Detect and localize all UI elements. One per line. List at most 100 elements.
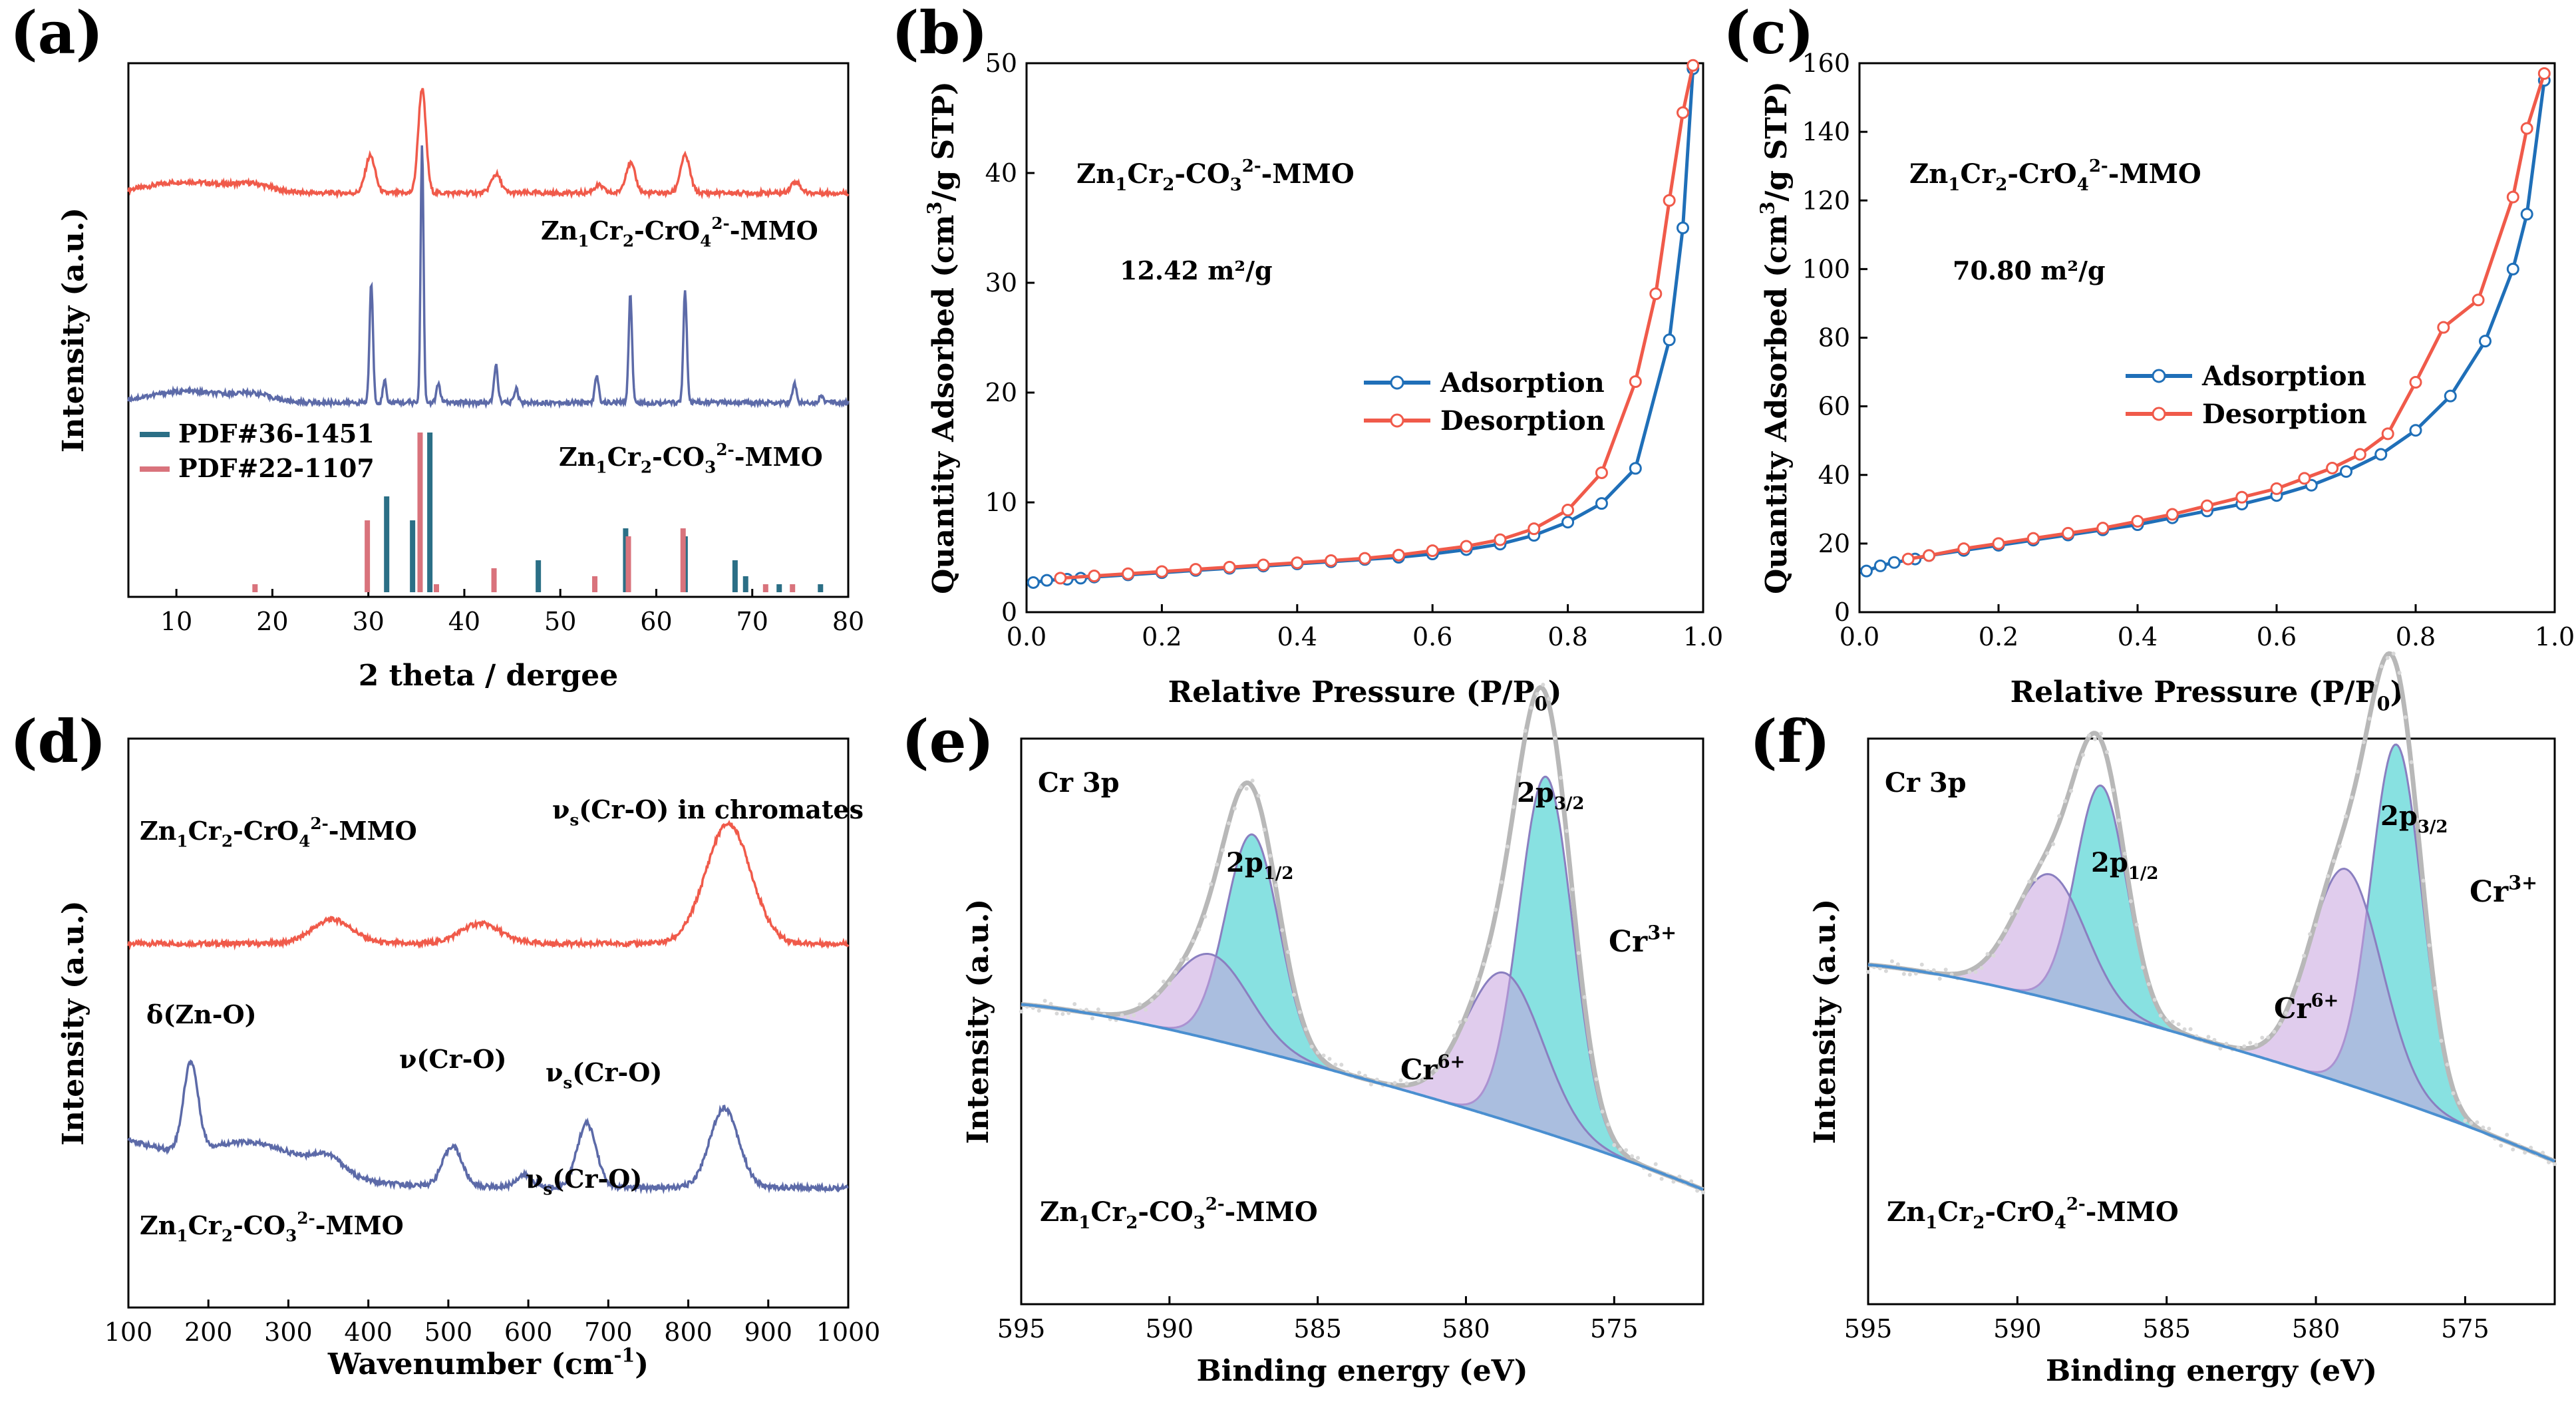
panel-e-raw-point: [1446, 1053, 1450, 1058]
panel-b-xtick-label: 0.2: [1142, 622, 1182, 651]
panel-f-background: [1867, 964, 2555, 1163]
panel-f-raw-point: [2033, 877, 2038, 882]
panel-e-raw-point: [1588, 1050, 1593, 1055]
panel-f-raw-point: [2069, 789, 2074, 793]
panel-f-label-cr6: Cr6+: [2274, 989, 2338, 1025]
panel-b-point: [1595, 497, 1608, 510]
panel-e-label-cr3: Cr3+: [1609, 922, 1677, 960]
panel-f-raw-point: [2206, 1035, 2211, 1039]
panel-e-raw-point: [1594, 1077, 1599, 1081]
panel-e-raw-point: [1416, 1078, 1421, 1083]
panel-c-xtick-label: 0.0: [1840, 622, 1879, 651]
panel-f-raw-point: [2397, 671, 2402, 675]
panel-f-raw-point: [2361, 740, 2366, 745]
panel-c-point: [2270, 482, 2283, 495]
panel-c-xtick-label: 0.6: [2257, 622, 2297, 651]
panel-f-raw-point: [2427, 943, 2432, 948]
panel-a-ref-2-line: [680, 528, 686, 592]
panel-e-raw-point: [1635, 1156, 1640, 1160]
panel-a-legend-label: PDF#36-1451: [178, 419, 375, 448]
panel-f-raw-point: [2236, 1045, 2241, 1050]
panel-a-ref-2-line: [252, 584, 258, 592]
panel-f-raw-point: [2445, 1062, 2450, 1067]
panel-e-raw-point: [1037, 1008, 1041, 1013]
panel-e-raw-point: [1043, 999, 1047, 1003]
panel-e-raw-point: [1292, 992, 1296, 997]
panel-a-ylabel: Intensity (a.u.): [57, 208, 90, 452]
panel-b-point: [1325, 554, 1338, 567]
panel-e-raw-point: [1309, 1044, 1314, 1049]
panel-e-raw-point: [1582, 995, 1587, 999]
panel-f-raw-point: [2433, 986, 2438, 991]
panel-d-label: (d): [10, 707, 106, 776]
panel-e-raw-point: [1357, 1071, 1362, 1075]
panel-e-raw-point: [1185, 957, 1190, 962]
panel-c-ytick-label: 0: [1834, 598, 1850, 627]
panel-f-raw-point: [1967, 969, 1972, 974]
panel-b-legend-label: Adsorption: [1440, 367, 1605, 399]
panel-f-raw-point: [2499, 1143, 2503, 1148]
panel-c-xtick-label: 0.4: [2118, 622, 2158, 651]
panel-f-raw-point: [2015, 909, 2020, 914]
panel-f-xtick-label: 580: [2292, 1314, 2340, 1343]
panel-f-xtick-label: 595: [1844, 1314, 1893, 1343]
panel-d-series-2-label: Zn1Cr2-CO32--MMO: [140, 1208, 404, 1246]
panel-f-raw-point: [2003, 928, 2008, 933]
panel-e-raw-point: [1226, 821, 1231, 826]
panel-a-ref-2-line: [417, 433, 423, 592]
panel-a-frame: [127, 62, 850, 598]
panel-f-raw-point: [1866, 969, 1870, 974]
panel-e-raw-point: [1404, 1081, 1409, 1086]
panel-e-raw-point: [1565, 828, 1569, 833]
panel-b-series-adsorption: [1033, 69, 1695, 584]
panel-f-label-2p32: 2p3/2: [2380, 800, 2448, 837]
panel-f-raw-point: [1931, 968, 1936, 973]
panel-f-raw-point: [2158, 1013, 2163, 1018]
panel-e-raw-point: [1494, 908, 1498, 912]
panel-f-raw-point: [2475, 1120, 2480, 1125]
panel-c-legend-label: Adsorption: [2201, 361, 2366, 392]
panel-a-xtick-label: 10: [160, 607, 192, 636]
panel-c-point: [2062, 526, 2074, 540]
panel-c-point: [2537, 67, 2551, 80]
panel-e-raw-point: [1576, 951, 1581, 956]
panel-f-xtick-label: 575: [2441, 1314, 2490, 1343]
panel-c-point: [1923, 549, 1935, 562]
panel-f-raw-point: [1895, 962, 1900, 967]
panel-c-point: [2472, 293, 2485, 307]
panel-e-raw-point: [1422, 1076, 1427, 1081]
panel-c-point: [2353, 448, 2366, 461]
panel-c-point: [2506, 262, 2519, 275]
panel-f-raw-point: [2439, 1039, 2444, 1043]
panel-b-point: [1676, 222, 1689, 234]
panel-e-raw-point: [1060, 1011, 1065, 1016]
panel-e-raw-point: [1624, 1148, 1629, 1152]
panel-e-raw-point: [1606, 1122, 1611, 1127]
panel-f-raw-point: [2331, 859, 2336, 864]
panel-e-raw-point: [1428, 1073, 1432, 1078]
panel-f-xtick-label: 585: [2142, 1314, 2191, 1343]
panel-e-raw-point: [1156, 991, 1160, 996]
panel-a-xtick-label: 70: [736, 607, 768, 636]
panel-f-raw-point: [2284, 1011, 2289, 1015]
panel-f-raw-point: [2021, 894, 2026, 899]
panel-a-xtick-label: 40: [448, 607, 480, 636]
panel-e-raw-point: [1191, 939, 1196, 944]
panel-e-raw-point: [1250, 779, 1255, 783]
panel-b-point: [1629, 462, 1642, 475]
panel-c-xtick-label: 0.8: [2396, 622, 2436, 651]
panel-c-legend-marker: [2152, 407, 2166, 421]
panel-b-surface-area: 12.42 m²/g: [1120, 256, 1273, 285]
panel-c-point: [1901, 552, 1915, 566]
panel-d-xtick-label: 800: [664, 1317, 713, 1347]
panel-a-ref-2-line: [790, 584, 796, 592]
panel-c-point: [2096, 522, 2110, 535]
panel-f-raw-point: [2541, 1150, 2545, 1155]
panel-d-annotation: νs(Cr-O) in chromates: [552, 794, 864, 830]
panel-e-component-4: [1021, 971, 1704, 1191]
panel-e-raw-point: [1244, 787, 1249, 791]
panel-f-raw-point: [2481, 1125, 2486, 1130]
panel-e-raw-point: [1410, 1076, 1415, 1081]
panel-e-raw-point: [1618, 1147, 1623, 1152]
panel-c-ytick-label: 140: [1802, 117, 1850, 146]
